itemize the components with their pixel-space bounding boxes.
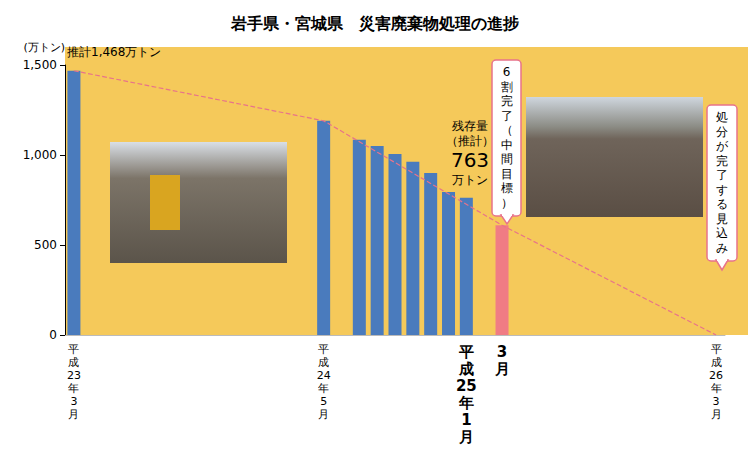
svg-text:月: 月: [68, 408, 79, 421]
svg-text:成: 成: [318, 356, 329, 369]
svg-text:込: 込: [716, 226, 728, 240]
svg-text:平: 平: [458, 343, 474, 361]
svg-text:成: 成: [711, 356, 722, 369]
svg-text:（推計）: （推計）: [446, 134, 494, 148]
svg-text:完: 完: [501, 94, 513, 108]
svg-text:年: 年: [318, 382, 329, 395]
svg-text:）: ）: [501, 196, 513, 210]
svg-text:完: 完: [716, 154, 728, 168]
svg-text:(万トン): (万トン): [23, 41, 65, 54]
svg-text:了: 了: [501, 109, 513, 123]
svg-text:万トン: 万トン: [452, 173, 488, 187]
svg-text:6: 6: [503, 65, 511, 79]
svg-text:み: み: [716, 241, 728, 255]
svg-text:成: 成: [68, 356, 79, 369]
svg-text:平: 平: [318, 343, 329, 356]
svg-text:割: 割: [501, 80, 513, 94]
svg-text:標: 標: [501, 181, 513, 195]
svg-text:平: 平: [68, 343, 79, 356]
svg-text:（: （: [501, 123, 513, 137]
svg-text:3: 3: [713, 395, 720, 408]
svg-text:見: 見: [716, 212, 728, 226]
svg-text:推計1,468万トン: 推計1,468万トン: [67, 45, 161, 59]
svg-text:平: 平: [711, 343, 722, 356]
svg-text:分: 分: [716, 125, 728, 139]
svg-text:中: 中: [501, 138, 513, 152]
svg-text:間: 間: [501, 152, 513, 166]
svg-text:年: 年: [458, 394, 474, 412]
svg-text:763: 763: [451, 148, 489, 172]
svg-text:年: 年: [711, 382, 722, 395]
svg-text:す: す: [716, 183, 728, 197]
svg-text:月: 月: [711, 408, 722, 421]
svg-text:1,500: 1,500: [23, 58, 57, 72]
svg-text:残存量: 残存量: [452, 119, 488, 133]
svg-text:3: 3: [497, 343, 507, 361]
svg-text:が: が: [716, 139, 729, 153]
svg-text:5: 5: [320, 395, 327, 408]
svg-text:24: 24: [317, 369, 331, 382]
svg-text:処: 処: [716, 110, 728, 124]
svg-text:月: 月: [458, 428, 474, 446]
svg-text:25: 25: [456, 377, 477, 395]
svg-text:了: 了: [716, 168, 728, 182]
svg-text:目: 目: [501, 167, 513, 181]
svg-text:500: 500: [34, 238, 57, 252]
svg-text:1: 1: [461, 411, 471, 429]
svg-text:0: 0: [49, 328, 57, 342]
svg-text:3: 3: [70, 395, 77, 408]
svg-text:月: 月: [494, 360, 510, 378]
svg-text:年: 年: [68, 382, 79, 395]
svg-text:26: 26: [709, 369, 723, 382]
svg-text:岩手県・宮城県 災害廃棄物処理の進捗: 岩手県・宮城県 災害廃棄物処理の進捗: [230, 14, 519, 33]
svg-text:月: 月: [318, 408, 329, 421]
svg-text:1,000: 1,000: [23, 148, 57, 162]
svg-text:成: 成: [458, 360, 474, 378]
svg-text:23: 23: [67, 369, 81, 382]
svg-text:る: る: [716, 197, 728, 211]
